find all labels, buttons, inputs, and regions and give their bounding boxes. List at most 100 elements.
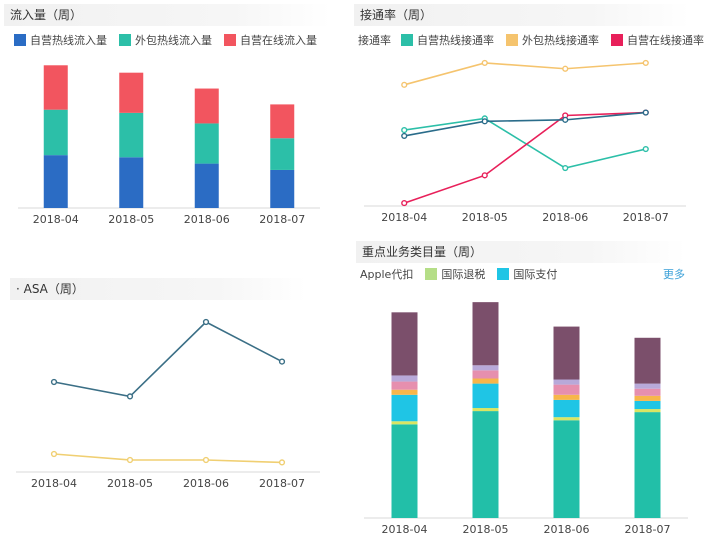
x-tick-label: 2018-07 (259, 213, 305, 226)
bar-segment (472, 302, 499, 366)
bar-segment (270, 138, 295, 170)
legend-label: 自营在线接通率 (627, 34, 704, 47)
bar-segment (634, 409, 661, 413)
legend-item-outsourced-hotline-inflow[interactable]: 外包热线流入量 (119, 32, 212, 48)
bar-segment (391, 394, 418, 422)
bar-segment (472, 370, 499, 379)
bar-segment (194, 163, 219, 208)
bar-segment (43, 109, 68, 156)
data-point (401, 199, 408, 207)
legend-label: 外包热线接通率 (522, 34, 599, 47)
bar-segment (553, 379, 580, 385)
bar-segment (553, 326, 580, 380)
x-tick-label: 2018-07 (259, 477, 305, 490)
legend-label: Apple代扣 (360, 268, 414, 281)
series-line (404, 117, 646, 169)
legend-item-self-online-rate[interactable]: 自营在线接通率 (611, 32, 704, 48)
bar-segment (391, 381, 418, 390)
bar-segment (270, 104, 295, 139)
x-tick-label: 2018-04 (31, 477, 77, 490)
legend-item-self-online-inflow[interactable]: 自营在线流入量 (224, 32, 317, 48)
bar-segment (194, 123, 219, 164)
series-line (53, 453, 283, 464)
data-point (278, 358, 286, 365)
bar-segment (43, 65, 68, 110)
bar-segment (391, 421, 418, 425)
series-line (404, 111, 646, 137)
bar-segment (553, 384, 580, 395)
legend-item-outsourced-hotline-rate[interactable]: 外包热线接通率 (506, 32, 599, 48)
x-tick-label: 2018-07 (625, 523, 671, 536)
bar-segment (119, 72, 144, 113)
data-point (562, 164, 569, 172)
data-point (401, 132, 408, 140)
x-tick-label: 2018-04 (33, 213, 79, 226)
legend-swatch (506, 34, 518, 46)
legend-label: 自营热线接通率 (417, 34, 494, 47)
bar-segment (553, 394, 580, 400)
legend-item-intl-payment[interactable]: 国际支付 (497, 266, 557, 282)
data-point (202, 318, 210, 326)
bar-segment (634, 400, 661, 410)
legend-item-self-hotline-rate[interactable]: 自营热线接通率 (401, 32, 494, 48)
bar-segment (634, 412, 661, 518)
bar-segment (270, 169, 295, 208)
data-point (642, 109, 649, 116)
legend-swatch (497, 268, 510, 280)
asa-chart: 2018-04 2018-05 2018-06 2018-07 (16, 318, 320, 490)
legend-swatch (611, 34, 623, 46)
x-tick-label: 2018-06 (184, 213, 230, 226)
key-panel-title: 重点业务类目量（周） (356, 241, 686, 263)
data-point (278, 459, 286, 466)
data-point (126, 393, 134, 400)
x-tick-label: 2018-04 (382, 523, 428, 536)
data-point (401, 126, 408, 134)
bar-segment (472, 365, 499, 371)
x-tick-label: 2018-05 (108, 213, 154, 226)
legend-swatch (425, 268, 438, 280)
connect-legend: 接通率 自营热线接通率 外包热线接通率 自营在线接通率 (358, 32, 705, 48)
inflow-legend: 自营热线流入量 外包热线流入量 自营在线流入量 (14, 32, 329, 48)
data-point (642, 59, 649, 67)
bar-segment (634, 383, 661, 389)
bar-segment (119, 157, 144, 208)
x-tick-label: 2018-06 (542, 211, 588, 224)
bar-segment (391, 375, 418, 382)
legend-item-apple-deduction[interactable]: Apple代扣 (360, 266, 413, 282)
bar-segment (634, 395, 661, 401)
data-point (481, 59, 488, 67)
bar-segment (391, 312, 418, 376)
data-point (481, 172, 488, 179)
bar-segment (391, 389, 418, 395)
legend-label: 国际退税 (441, 268, 486, 281)
bar-segment (391, 424, 418, 518)
data-point (126, 456, 134, 464)
legend-label: 自营热线流入量 (30, 34, 107, 47)
x-tick-label: 2018-06 (544, 523, 590, 536)
data-point (562, 116, 569, 123)
inflow-chart: 2018-04 2018-05 2018-06 2018-07 (18, 65, 320, 226)
data-point (642, 145, 649, 153)
data-point (202, 456, 210, 464)
legend-swatch (401, 34, 413, 46)
legend-item-intl-tax-refund[interactable]: 国际退税 (425, 266, 485, 282)
key-chart: 2018-04 2018-05 2018-06 2018-07 (364, 302, 688, 536)
data-point (562, 65, 569, 72)
bar-segment (119, 112, 144, 158)
legend-swatch (119, 34, 131, 46)
legend-prefix-label: 接通率 (358, 34, 391, 47)
data-point (50, 378, 58, 386)
more-link[interactable]: 更多 (663, 268, 685, 281)
bar-segment (634, 337, 661, 384)
x-tick-label: 2018-05 (462, 211, 508, 224)
bar-segment (194, 88, 219, 124)
x-tick-label: 2018-05 (107, 477, 153, 490)
legend-item-self-hotline-inflow[interactable]: 自营热线流入量 (14, 32, 107, 48)
asa-panel-title: · ASA（周） (10, 278, 306, 300)
legend-label: 国际支付 (513, 268, 558, 281)
x-tick-label: 2018-07 (623, 211, 669, 224)
legend-swatch (224, 34, 236, 46)
series-line (403, 111, 646, 204)
data-point (50, 450, 58, 458)
series-line (404, 62, 646, 86)
